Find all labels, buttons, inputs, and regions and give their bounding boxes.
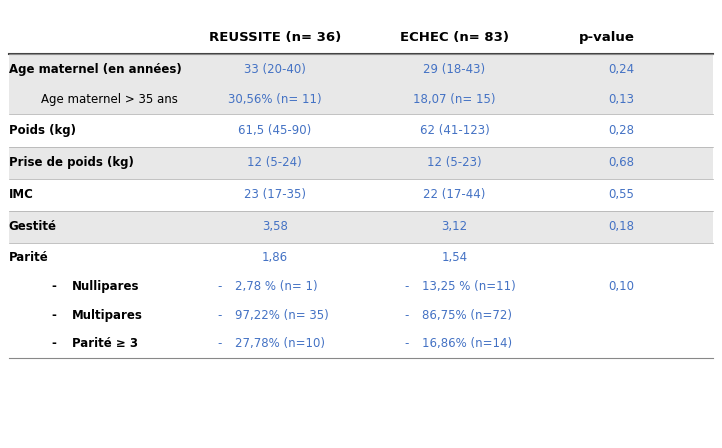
Text: 0,24: 0,24 xyxy=(608,63,635,76)
Text: -: - xyxy=(217,280,222,293)
Text: 22 (17-44): 22 (17-44) xyxy=(423,188,486,201)
Text: -: - xyxy=(217,337,222,350)
Text: 13,25 % (n=11): 13,25 % (n=11) xyxy=(422,280,516,293)
Text: -: - xyxy=(404,337,409,350)
Text: 61,5 (45-90): 61,5 (45-90) xyxy=(238,124,311,137)
FancyBboxPatch shape xyxy=(9,211,713,243)
Text: Age maternel (en années): Age maternel (en années) xyxy=(9,63,181,76)
FancyBboxPatch shape xyxy=(9,179,713,211)
Text: 18,07 (n= 15): 18,07 (n= 15) xyxy=(413,93,496,106)
Text: 27,78% (n=10): 27,78% (n=10) xyxy=(235,337,325,350)
FancyBboxPatch shape xyxy=(9,115,713,146)
Text: p-value: p-value xyxy=(578,31,635,44)
FancyBboxPatch shape xyxy=(9,146,713,179)
Text: Parité: Parité xyxy=(9,251,48,264)
Text: 3,12: 3,12 xyxy=(441,220,468,233)
Text: 0,18: 0,18 xyxy=(609,220,635,233)
Text: 0,28: 0,28 xyxy=(609,124,635,137)
Text: Prise de poids (kg): Prise de poids (kg) xyxy=(9,156,134,169)
Text: 12 (5-24): 12 (5-24) xyxy=(248,156,302,169)
Text: Multipares: Multipares xyxy=(72,309,143,322)
Text: Parité ≥ 3: Parité ≥ 3 xyxy=(72,337,138,350)
Text: Nullipares: Nullipares xyxy=(72,280,139,293)
Text: -: - xyxy=(217,309,222,322)
Text: 1,54: 1,54 xyxy=(441,251,468,264)
Text: Poids (kg): Poids (kg) xyxy=(9,124,76,137)
Text: 62 (41-123): 62 (41-123) xyxy=(419,124,490,137)
Text: 0,13: 0,13 xyxy=(609,93,635,106)
Text: 3,58: 3,58 xyxy=(262,220,287,233)
Text: -: - xyxy=(404,280,409,293)
Text: -: - xyxy=(52,337,56,350)
Text: 23 (17-35): 23 (17-35) xyxy=(244,188,305,201)
Text: ECHEC (n= 83): ECHEC (n= 83) xyxy=(400,31,509,44)
Text: 16,86% (n=14): 16,86% (n=14) xyxy=(422,337,512,350)
Text: 0,10: 0,10 xyxy=(609,280,635,293)
Text: 0,68: 0,68 xyxy=(609,156,635,169)
FancyBboxPatch shape xyxy=(9,15,713,54)
Text: 0,55: 0,55 xyxy=(609,188,635,201)
Text: 97,22% (n= 35): 97,22% (n= 35) xyxy=(235,309,329,322)
FancyBboxPatch shape xyxy=(9,54,713,115)
Text: 30,56% (n= 11): 30,56% (n= 11) xyxy=(228,93,321,106)
Text: -: - xyxy=(52,309,56,322)
Text: 29 (18-43): 29 (18-43) xyxy=(423,63,486,76)
Text: 12 (5-23): 12 (5-23) xyxy=(427,156,482,169)
Text: 86,75% (n=72): 86,75% (n=72) xyxy=(422,309,512,322)
Text: -: - xyxy=(52,280,56,293)
Text: Age maternel > 35 ans: Age maternel > 35 ans xyxy=(41,93,178,106)
Text: REUSSITE (n= 36): REUSSITE (n= 36) xyxy=(209,31,341,44)
Text: Gestité: Gestité xyxy=(9,220,56,233)
Text: IMC: IMC xyxy=(9,188,33,201)
Text: 33 (20-40): 33 (20-40) xyxy=(244,63,305,76)
Text: -: - xyxy=(404,309,409,322)
FancyBboxPatch shape xyxy=(9,243,713,358)
Text: 2,78 % (n= 1): 2,78 % (n= 1) xyxy=(235,280,318,293)
Text: 1,86: 1,86 xyxy=(261,251,288,264)
